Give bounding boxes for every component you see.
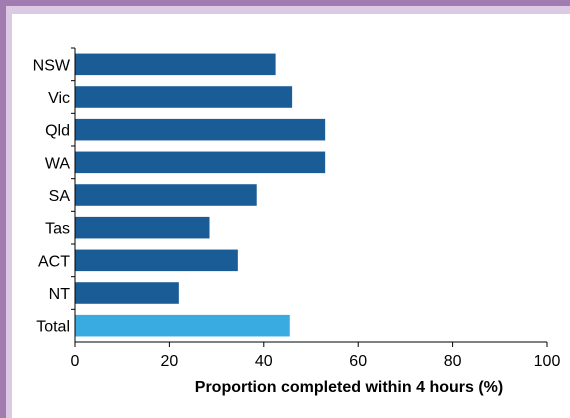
category-label-total: Total: [36, 319, 70, 336]
category-label-vic: Vic: [48, 90, 70, 107]
x-tick-label: 80: [444, 353, 462, 370]
x-tick-label: 0: [71, 353, 80, 370]
category-label-tas: Tas: [45, 221, 70, 238]
bar-qld: [75, 118, 326, 141]
bar-nt: [75, 282, 179, 304]
bar-tas: [75, 216, 210, 239]
x-tick-label: 60: [349, 353, 367, 370]
x-tick-label: 100: [534, 353, 561, 370]
category-label-nsw: NSW: [33, 57, 71, 74]
category-label-wa: WA: [45, 155, 71, 172]
bar-nsw: [75, 53, 276, 76]
category-label-nt: NT: [49, 286, 71, 303]
category-labels-group: NSW Vic Qld WA SA Tas ACT NT Total: [33, 47, 75, 336]
bar-act: [75, 249, 238, 272]
category-label-act: ACT: [38, 253, 70, 270]
bar-vic: [75, 86, 293, 108]
bar-total: [75, 314, 290, 337]
x-axis-title: Proportion completed within 4 hours (%): [195, 379, 503, 396]
x-ticks-group: 0 20 40 60 80 100: [71, 342, 561, 370]
x-tick-label: 40: [255, 353, 273, 370]
category-label-qld: Qld: [45, 123, 70, 140]
x-tick-label: 20: [161, 353, 179, 370]
category-label-sa: SA: [49, 188, 71, 205]
bar-wa: [75, 151, 326, 174]
bars-group: [75, 53, 326, 337]
chart-panel: [12, 14, 570, 418]
bar-sa: [75, 184, 257, 206]
